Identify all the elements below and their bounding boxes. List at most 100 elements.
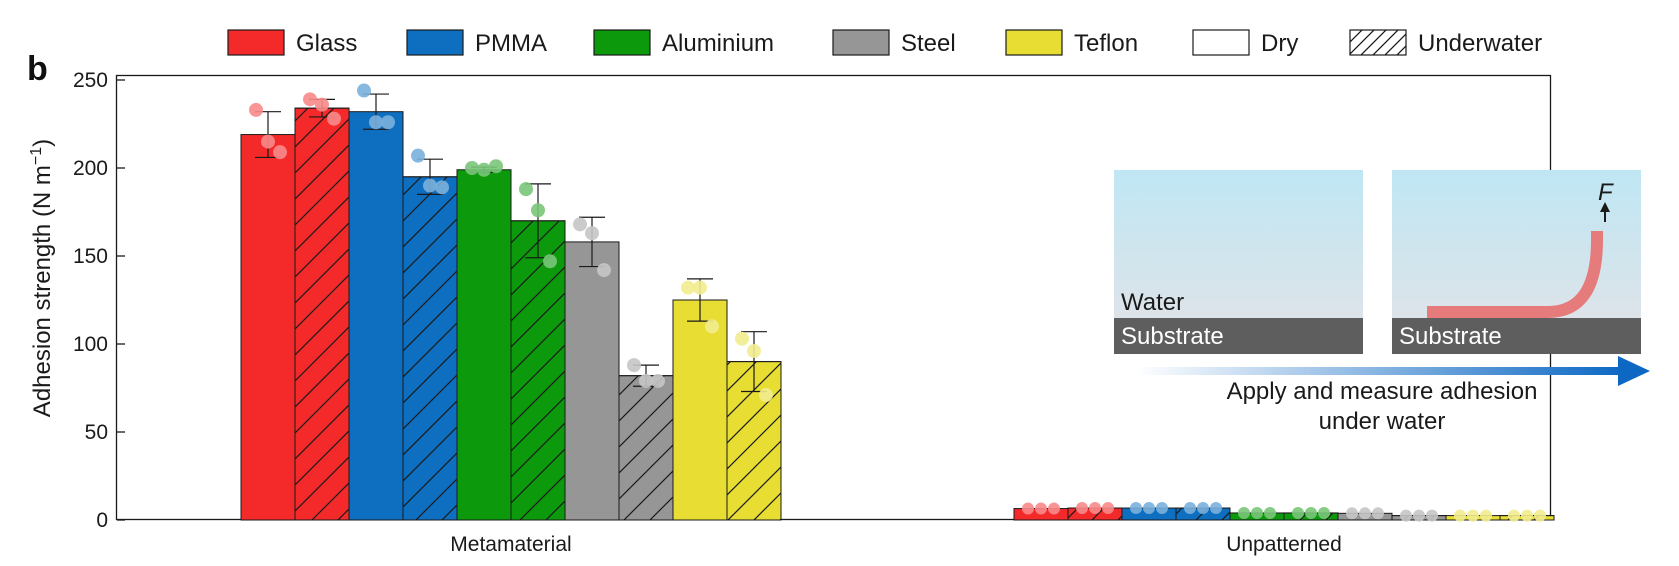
inset-arrow-caption-line1: Apply and measure adhesion [1227,378,1538,405]
inset-process-arrow-head [1618,356,1650,386]
data-point [1318,506,1330,519]
bar-metamaterial-pmma-underwater-hatch [402,176,458,521]
data-point [1480,509,1492,522]
data-point [1143,502,1155,515]
bar-group-unpatterned [1013,502,1555,522]
y-axis: 0 50 100 150 200 250 [73,69,125,532]
legend-label-teflon: Teflon [1074,30,1138,57]
data-point [411,148,425,163]
y-axis-label-text: Adhesion strength (N m [29,165,56,417]
data-point [1022,502,1034,515]
y-axis-label-end: ) [29,139,56,147]
data-point [1238,506,1250,519]
inset-substrate-label-left: Substrate [1121,323,1224,350]
inset-substrate-left [1114,318,1363,354]
legend-item-pmma: PMMA [406,29,547,57]
legend-label-steel: Steel [901,30,956,57]
legend-label-glass: Glass [296,30,357,57]
data-point [651,373,665,388]
data-point [1359,507,1371,520]
data-point [357,83,371,98]
data-point [1521,509,1533,522]
y-tick-label: 250 [73,69,108,92]
legend-item-teflon: Teflon [1005,29,1138,57]
data-point [249,102,263,117]
data-point [477,162,491,177]
bar-metamaterial-steel-underwater-hatch [618,375,674,521]
inset-substrate-right [1392,318,1641,354]
bar-metamaterial-teflon-dry [672,299,728,521]
data-point [1413,509,1425,522]
data-point [1130,502,1142,515]
legend-label-aluminium: Aluminium [662,30,774,57]
legend-swatch-dry [1192,29,1250,56]
legend-swatch-glass [227,29,285,56]
inset-substrate-label-right: Substrate [1399,323,1502,350]
legend-swatch-pmma [406,29,464,56]
y-axis-label-superscript: −1 [28,147,45,165]
bar-metamaterial-glass-underwater-hatch [294,107,350,521]
data-point [1035,502,1047,515]
legend-swatch-underwater [1349,29,1407,56]
legend-item-glass: Glass [227,29,357,57]
data-point [1305,506,1317,519]
data-point [531,203,545,218]
data-point [273,145,287,160]
data-point [435,180,449,195]
data-point [759,388,773,403]
bar-metamaterial-aluminium-underwater-hatch [510,220,566,521]
inset-force-label: F [1598,179,1614,206]
data-point [1197,502,1209,515]
data-point [693,280,707,295]
data-point [327,111,341,126]
data-point [1508,509,1520,522]
y-tick-label: 150 [73,245,108,268]
inset-arrow-caption-line2: under water [1319,408,1446,435]
data-point [315,97,329,112]
data-point [369,115,383,130]
data-point [1534,509,1546,522]
data-point [519,182,533,197]
data-point [1076,502,1088,515]
data-point [423,178,437,193]
data-point [1210,502,1222,515]
data-point [681,280,695,295]
data-point [705,319,719,334]
data-point [585,226,599,241]
data-point [303,92,317,107]
legend-item-dry: Dry [1192,29,1298,57]
inset-water-left [1114,170,1363,319]
legend: Glass PMMA Aluminium Steel Teflon Dry Underwat… [227,29,1542,57]
data-point [543,254,557,269]
legend-label-underwater: Underwater [1418,30,1542,57]
bars [240,83,1555,522]
data-point [1264,506,1276,519]
inset-process-arrow-shaft [1136,367,1622,375]
inset-force-arrow-head [1600,202,1610,212]
legend-swatch-steel [832,29,890,56]
data-point [1048,502,1060,515]
data-point [1184,502,1196,515]
data-point [573,217,587,232]
bar-metamaterial-steel-dry [564,241,620,521]
data-point [1426,509,1438,522]
inset-adhesive-strip [1427,231,1603,318]
data-point [597,263,611,278]
data-point [639,373,653,388]
legend-item-underwater: Underwater [1349,29,1542,57]
data-point [1400,509,1412,522]
legend-swatch-teflon [1005,29,1063,56]
legend-swatch-aluminium [593,29,651,56]
data-point [1467,509,1479,522]
y-tick-label: 50 [85,421,108,444]
data-point [1089,502,1101,515]
y-tick-label: 0 [96,509,108,532]
data-point [1346,507,1358,520]
y-tick-label: 100 [73,333,108,356]
legend-label-dry: Dry [1261,30,1298,57]
data-point [1251,506,1263,519]
data-point [1156,502,1168,515]
data-point [465,161,479,175]
bar-metamaterial-aluminium-dry [456,169,512,521]
